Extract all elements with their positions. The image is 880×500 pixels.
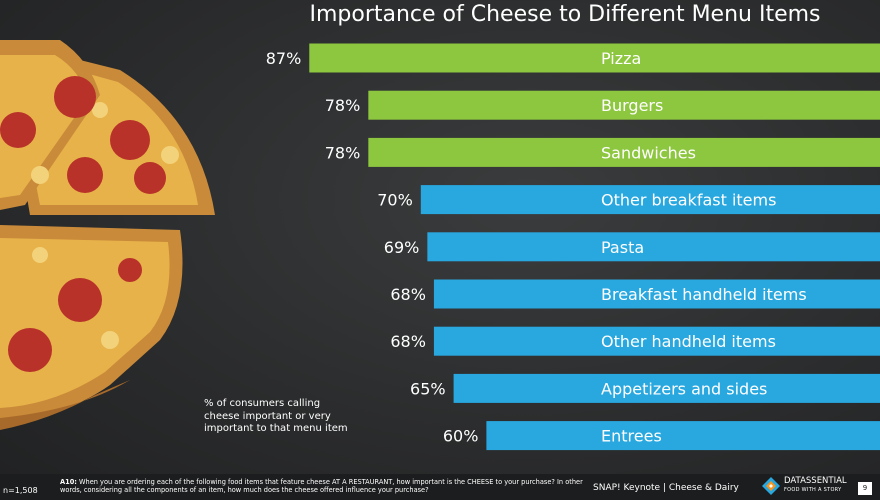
category-label-6: Other handheld items — [601, 332, 776, 351]
datassential-logo: DATASSENTIAL FOOD WITH A STORY — [761, 476, 847, 496]
category-label-3: Other breakfast items — [601, 191, 776, 210]
category-label-0: Pizza — [601, 49, 641, 68]
value-label-6: 68% — [390, 332, 426, 351]
page-number: 9 — [858, 482, 872, 495]
category-label-8: Entrees — [601, 427, 662, 446]
value-label-4: 69% — [384, 238, 420, 257]
value-label-8: 60% — [443, 427, 479, 446]
bar-2 — [368, 137, 880, 167]
value-label-5: 68% — [390, 285, 426, 304]
category-label-4: Pasta — [601, 238, 644, 257]
category-label-7: Appetizers and sides — [601, 379, 767, 398]
bar-chart: 87% Pizza 78% Burgers 78% Sandwiches 70% Other … — [266, 43, 880, 451]
chart-footnote: % of consumers calling cheese important … — [204, 398, 348, 434]
value-label-0: 87% — [266, 49, 302, 68]
value-label-3: 70% — [377, 191, 413, 210]
sample-size: n=1,508 — [3, 486, 38, 495]
brand-name: DATASSENTIAL — [784, 476, 847, 486]
question-label: A10: — [60, 478, 77, 486]
bar-6 — [433, 326, 880, 356]
bar-3 — [420, 185, 880, 215]
chart-title: Importance of Cheese to Different Menu I… — [309, 2, 821, 27]
footer-bar — [0, 474, 880, 500]
keynote-label: SNAP! Keynote | Cheese & Dairy — [593, 483, 739, 493]
bar-5 — [433, 279, 880, 309]
question-text: When you are ordering each of the follow… — [60, 478, 583, 494]
value-label-7: 65% — [410, 379, 446, 398]
survey-question: A10: When you are ordering each of the f… — [60, 478, 595, 494]
value-label-1: 78% — [325, 96, 361, 115]
category-label-2: Sandwiches — [601, 143, 696, 162]
bar-7 — [453, 373, 880, 403]
value-label-2: 78% — [325, 143, 361, 162]
category-label-5: Breakfast handheld items — [601, 285, 807, 304]
category-label-1: Burgers — [601, 96, 663, 115]
datassential-logo-icon — [762, 477, 780, 495]
bar-1 — [368, 90, 880, 120]
bar-8 — [486, 421, 880, 451]
bar-4 — [427, 232, 880, 262]
pepperoni-pizza-photo — [0, 40, 215, 430]
bar-0 — [309, 43, 880, 73]
brand-tagline: FOOD WITH A STORY — [784, 487, 842, 493]
